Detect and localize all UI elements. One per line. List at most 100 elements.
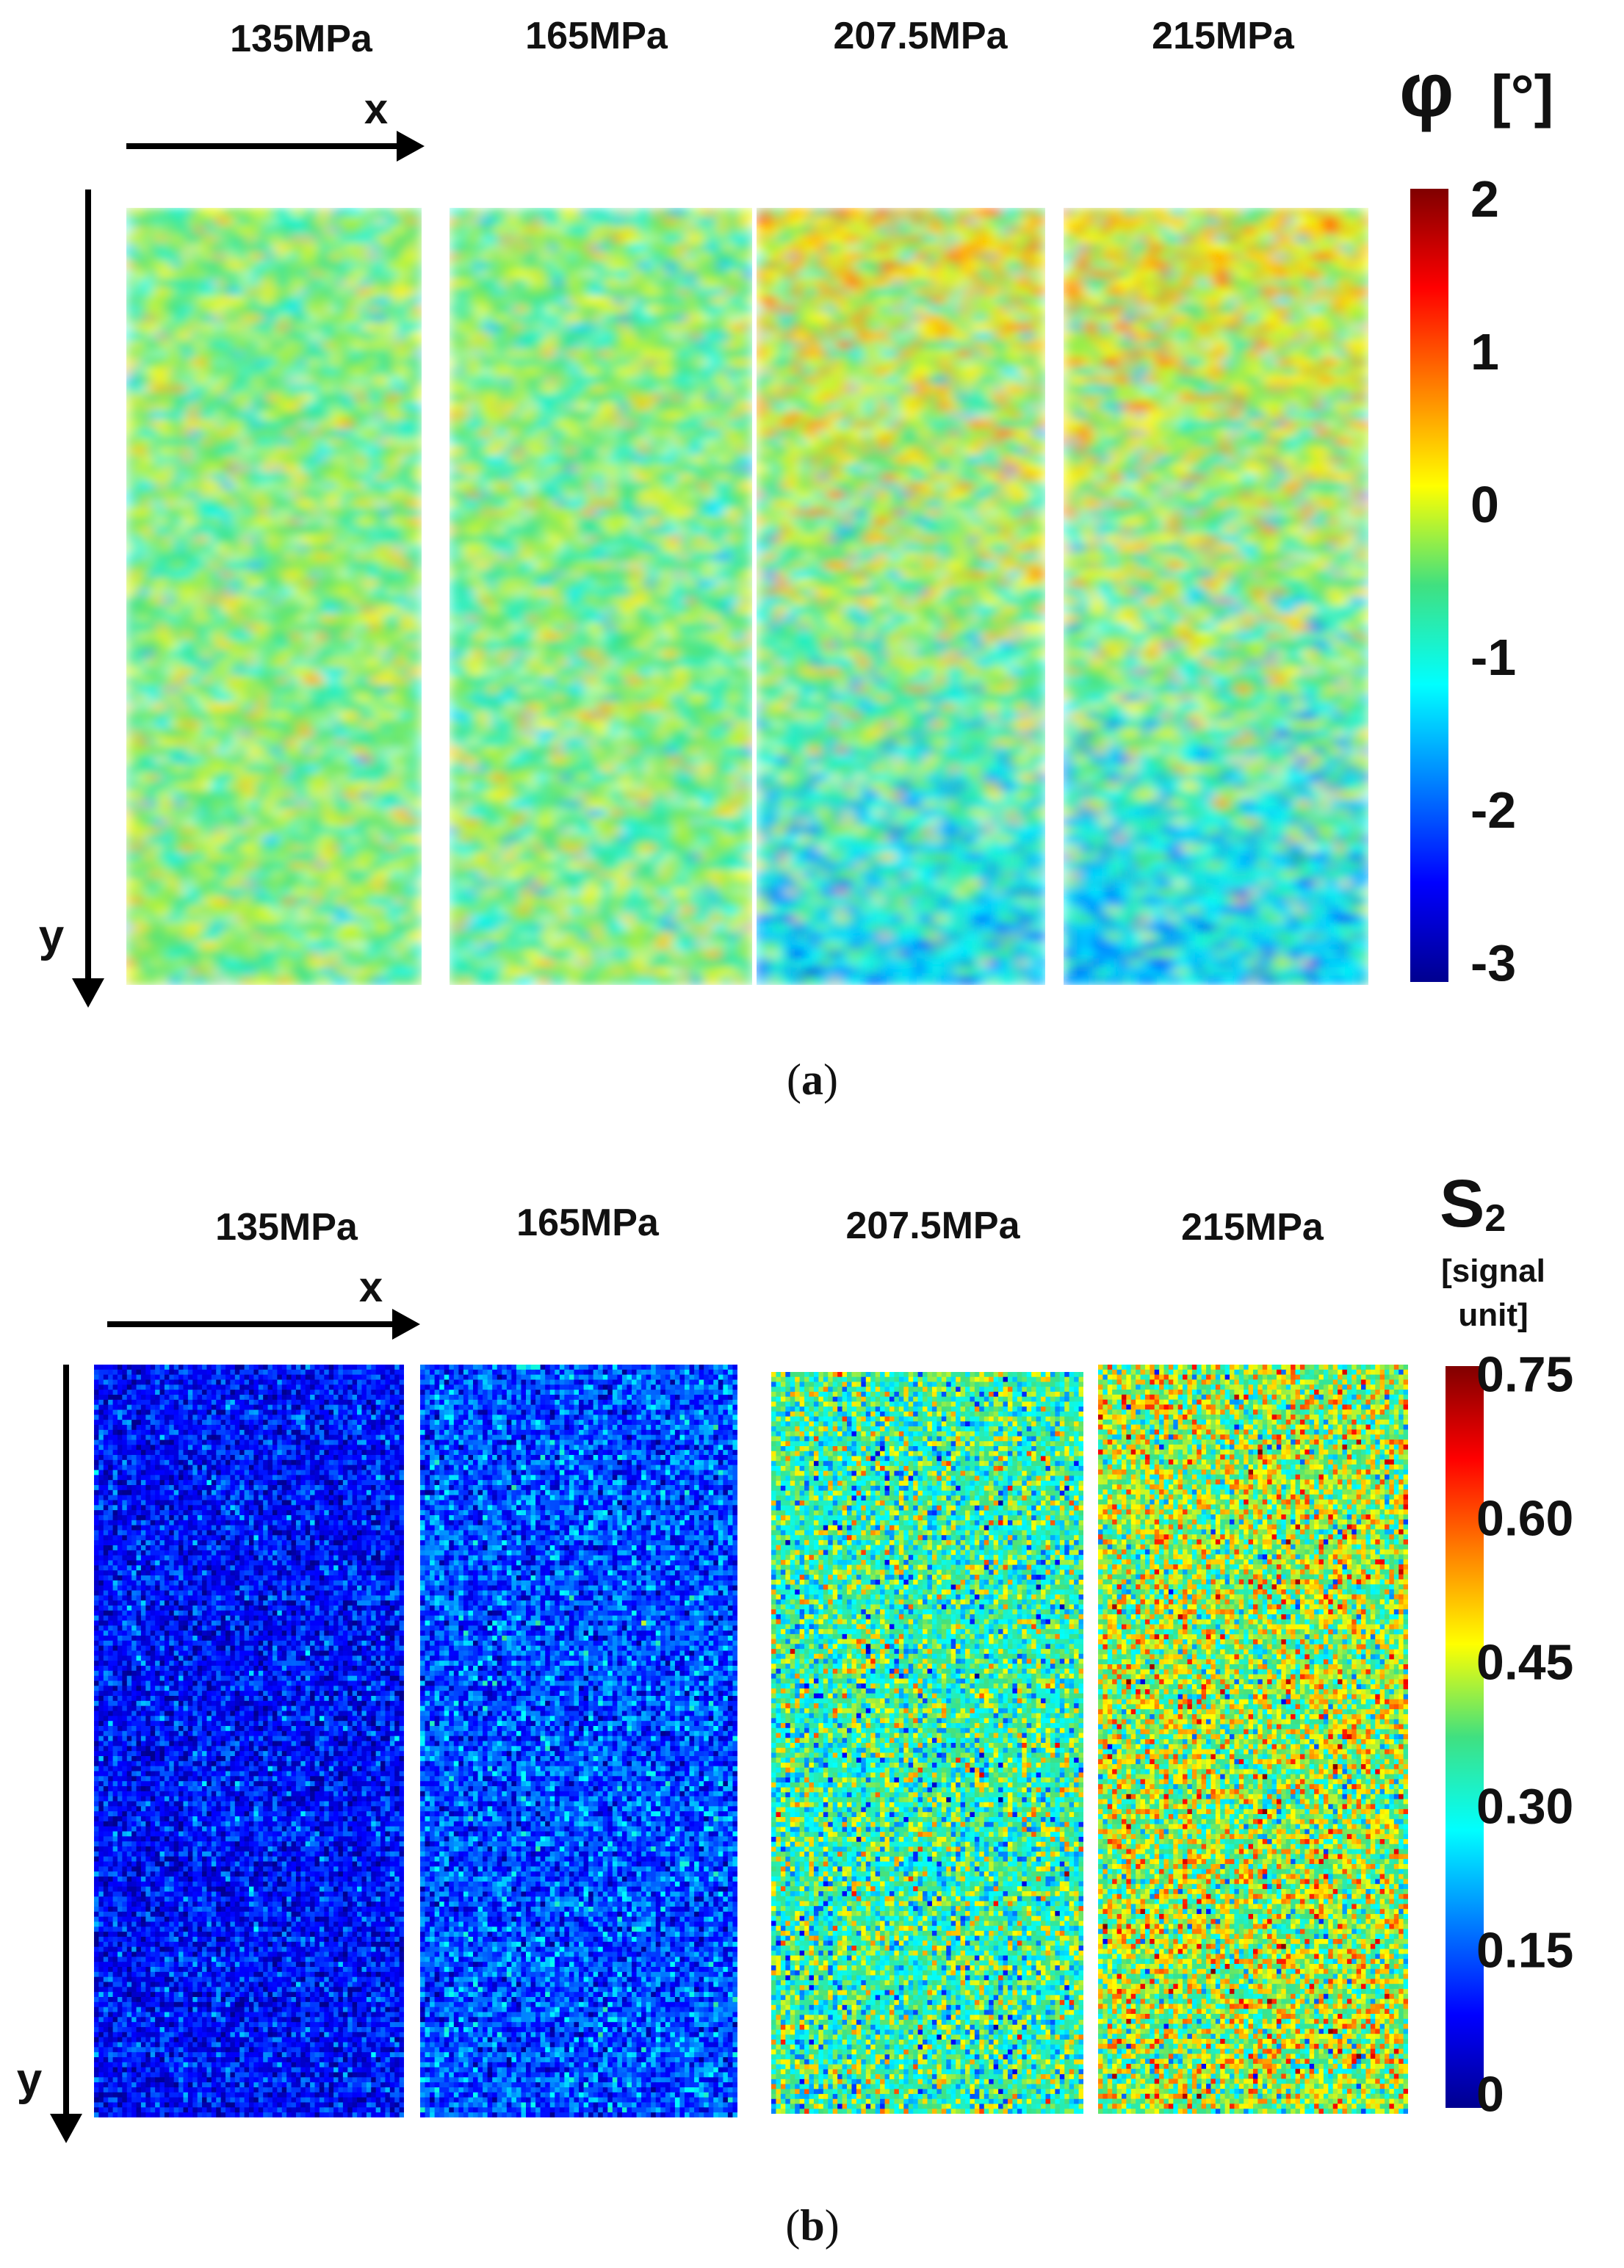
heatmap-cell [151, 455, 159, 465]
heatmap-cell [177, 896, 185, 906]
map-label: 135MPa [230, 18, 373, 60]
heatmap-cell [726, 349, 733, 358]
heatmap-cell [158, 499, 166, 509]
heatmap-cell [719, 243, 726, 253]
heatmap-cell [171, 764, 178, 774]
heatmap-cell [548, 252, 555, 261]
heatmap-cell [235, 623, 242, 632]
heatmap-cell [620, 234, 628, 244]
heatmap-cell [286, 623, 294, 632]
heatmap-cell [286, 967, 294, 977]
heatmap-cell [350, 578, 358, 588]
heatmap-cell [350, 878, 358, 889]
heatmap-cell [541, 331, 549, 341]
heatmap-cell [254, 887, 262, 898]
heatmap-cell [203, 463, 211, 474]
heatmap-cell [699, 358, 707, 368]
heatmap-cell [190, 817, 198, 827]
heatmap-cell [145, 455, 153, 465]
heatmap-cell [171, 534, 178, 544]
heatmap-cell [267, 658, 275, 668]
heatmap-cell [364, 685, 371, 694]
heatmap-cell [280, 314, 288, 323]
heatmap-cell [325, 419, 333, 430]
heatmap-cell [408, 773, 416, 783]
heatmap-cell [555, 331, 562, 341]
heatmap-cell [274, 349, 281, 358]
heatmap-cell [402, 534, 410, 544]
heatmap-cell [209, 446, 217, 456]
heatmap-cell [132, 729, 140, 738]
heatmap-cell [389, 773, 397, 783]
heatmap-cell [203, 922, 211, 933]
heatmap-cell [331, 746, 339, 756]
heatmap-cell [197, 649, 204, 659]
heatmap-cell [666, 278, 674, 288]
heatmap-cell [620, 208, 628, 217]
heatmap-cell [319, 402, 326, 412]
heatmap-cell [568, 296, 575, 306]
heatmap-cell [488, 217, 497, 226]
heatmap-cell [293, 861, 300, 871]
heatmap-cell [364, 552, 371, 562]
heatmap-cell [415, 375, 422, 386]
heatmap-cell [197, 455, 204, 465]
heatmap-cell [594, 217, 602, 226]
heatmap-cell [319, 384, 326, 394]
heatmap-cell [660, 358, 668, 368]
heatmap-cell [184, 975, 191, 985]
heatmap-cell [338, 623, 345, 632]
heatmap-cell [319, 764, 326, 774]
heatmap-cell [190, 826, 198, 836]
heatmap-cell [502, 243, 510, 253]
heatmap-cell [541, 340, 549, 350]
heatmap-cell [331, 287, 339, 297]
heatmap-cell [594, 225, 602, 235]
heatmap-cell [248, 746, 256, 756]
heatmap-cell [139, 931, 146, 942]
heatmap-cell [286, 472, 294, 483]
heatmap-cell [653, 358, 661, 368]
heatmap-cell [469, 358, 477, 368]
heatmap-cell [184, 967, 191, 977]
heatmap-cell [235, 861, 242, 871]
heatmap-cell [242, 455, 249, 465]
heatmap-cell [396, 781, 403, 792]
heatmap-cell [286, 887, 294, 898]
heatmap-cell [389, 455, 397, 465]
heatmap-cell [508, 243, 516, 253]
heatmap-cell [280, 826, 288, 836]
heatmap-cell [376, 446, 384, 456]
heatmap-cell [415, 516, 422, 527]
heatmap-cell [338, 463, 345, 474]
heatmap-cell [235, 755, 242, 765]
heatmap-cell [280, 296, 288, 306]
heatmap-cell [299, 516, 307, 527]
heatmap-cell [242, 393, 249, 403]
heatmap-cell [653, 270, 661, 279]
heatmap-cell [613, 349, 621, 358]
heatmap-cell [338, 649, 345, 659]
heatmap-cell [228, 914, 237, 924]
heatmap-cell [455, 384, 463, 394]
heatmap-cell [660, 340, 668, 350]
heatmap-cell [280, 746, 288, 756]
heatmap-cell [177, 384, 185, 394]
heatmap-cell [145, 685, 153, 694]
heatmap-cell [209, 375, 217, 386]
heatmap-cell [673, 331, 681, 341]
heatmap-cell [607, 225, 615, 235]
heatmap-cell [475, 375, 483, 386]
heatmap-cell [158, 905, 166, 915]
heatmap-cell [415, 896, 422, 906]
heatmap-cell [319, 896, 326, 906]
heatmap-cell [139, 234, 146, 244]
heatmap-cell [376, 225, 384, 235]
heatmap-cell [197, 358, 204, 368]
heatmap-cell [223, 419, 230, 430]
heatmap-cell [469, 261, 477, 270]
heatmap-cell [197, 419, 204, 430]
heatmap-cell [235, 975, 242, 985]
heatmap-cell [158, 773, 166, 783]
heatmap-cell [261, 349, 268, 358]
